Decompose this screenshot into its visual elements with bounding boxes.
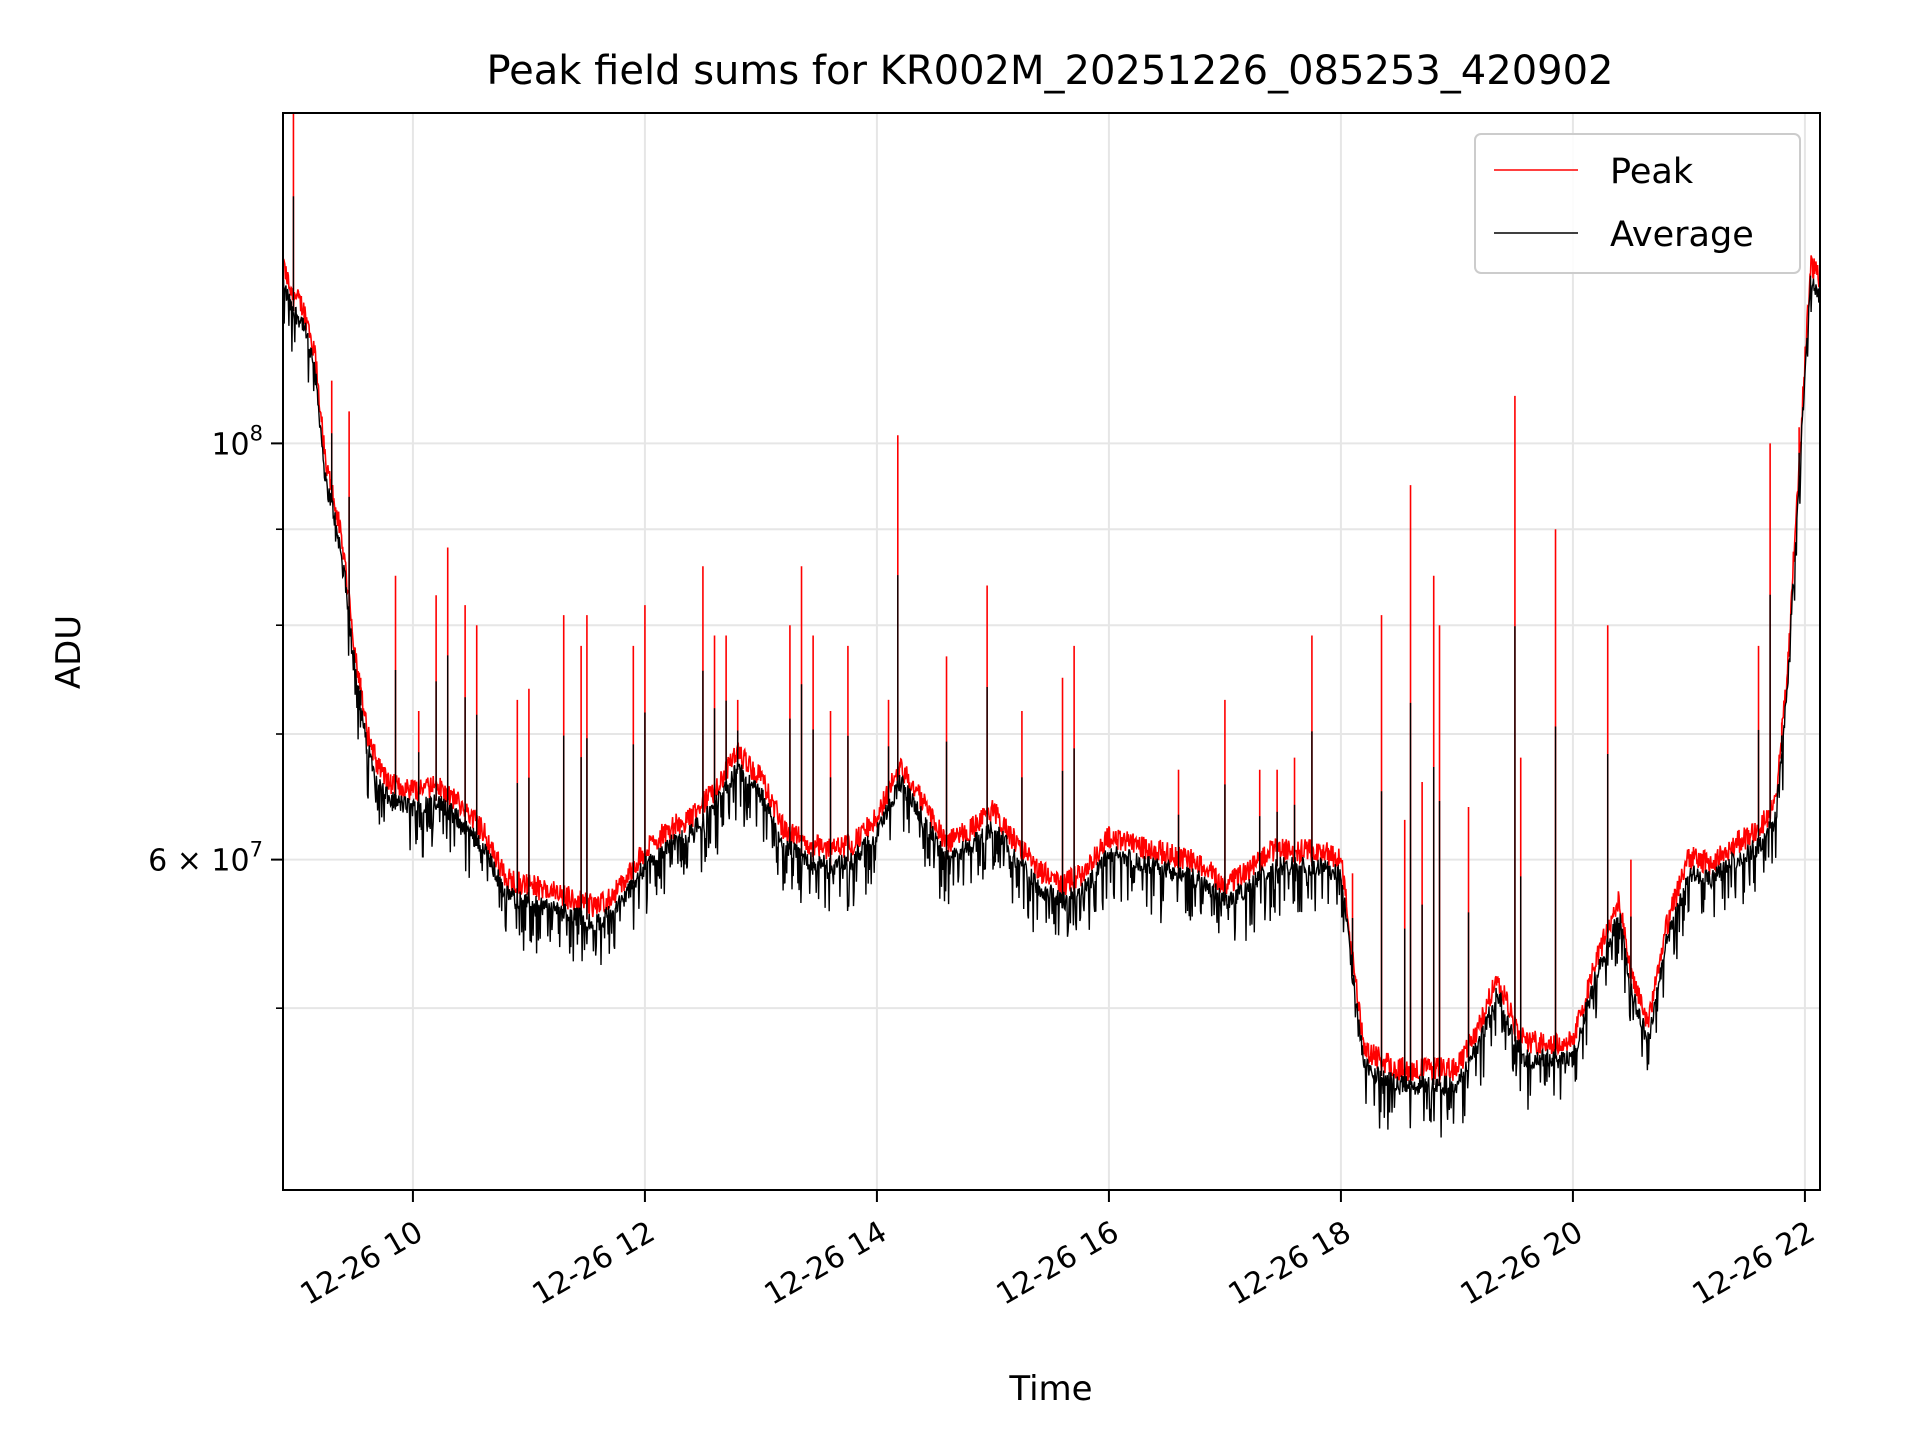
legend-peak-label: Peak bbox=[1610, 152, 1694, 192]
plot-frame bbox=[282, 112, 1821, 1191]
legend: Peak Average bbox=[1474, 133, 1801, 274]
legend-box bbox=[1474, 133, 1801, 274]
series-layer bbox=[283, 113, 1820, 1138]
y-axis-label: ADU bbox=[49, 615, 89, 689]
legend-average-label: Average bbox=[1610, 215, 1754, 255]
chart-title: Peak field sums for KR002M_20251226_0852… bbox=[486, 48, 1613, 94]
average-series-line bbox=[283, 275, 1820, 1138]
x-axis-label: Time bbox=[1008, 1369, 1092, 1409]
peak-series-line bbox=[283, 255, 1820, 1081]
y-tick-label: 6 × 107 bbox=[148, 838, 263, 879]
y-tick-label: 108 bbox=[211, 421, 263, 462]
